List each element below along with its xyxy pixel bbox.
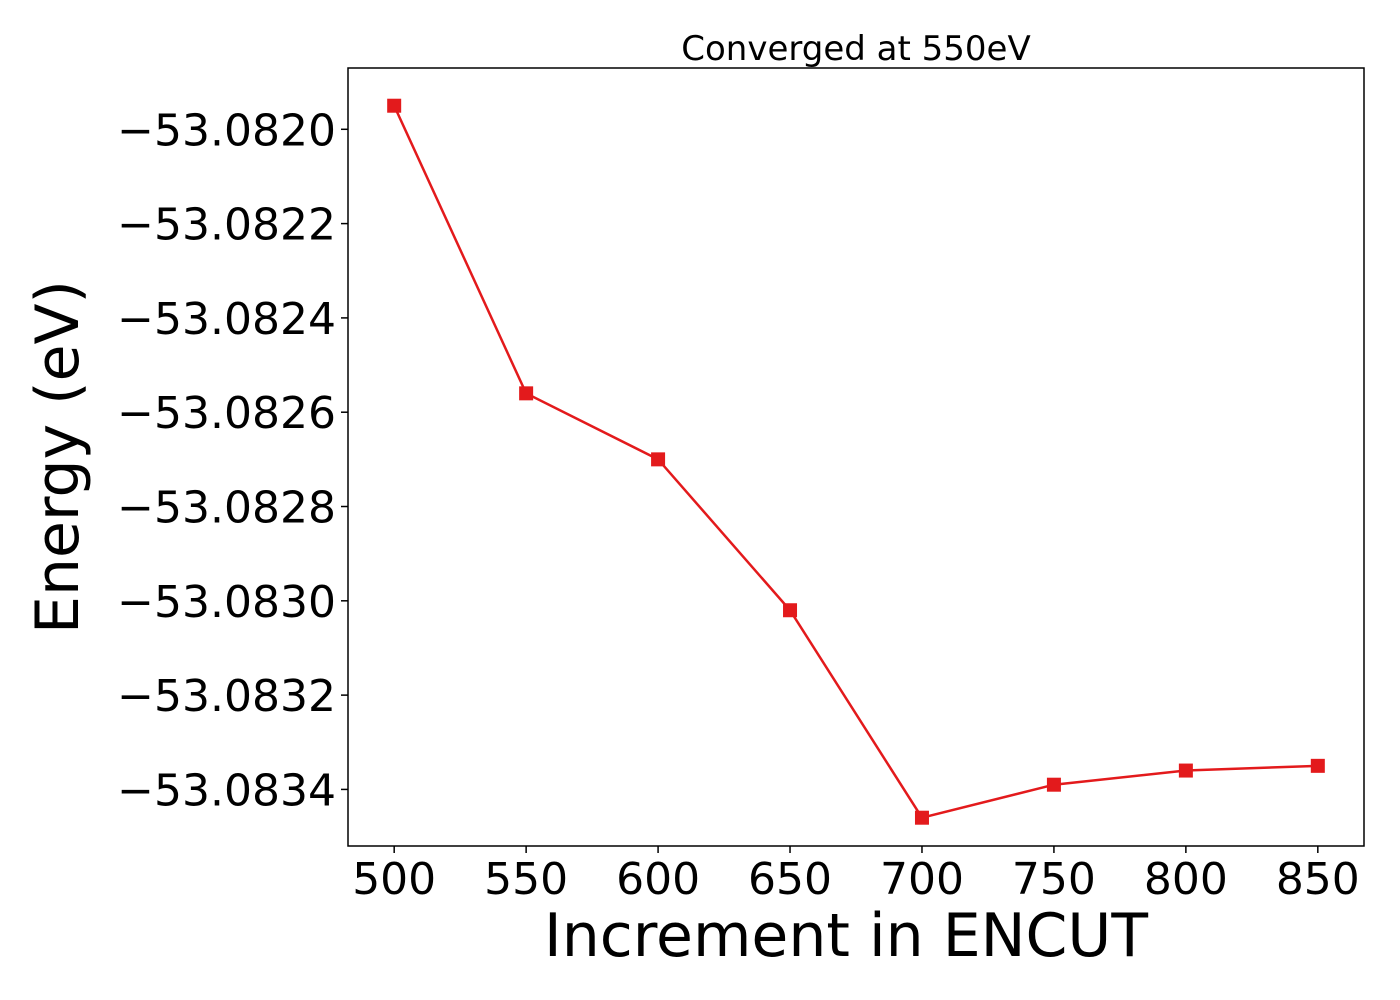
data-point-marker (1046, 777, 1061, 792)
data-point-marker (651, 452, 666, 467)
y-axis-label: Energy (eV) (23, 280, 93, 634)
data-point-marker (914, 810, 929, 825)
x-tick-label: 600 (616, 854, 700, 905)
plot-area (387, 98, 1325, 825)
y-tick-label: −53.0832 (117, 671, 336, 722)
x-tick-label: 750 (1012, 854, 1096, 905)
chart-title: Converged at 550eV (681, 29, 1030, 69)
y-tick-label: −53.0830 (117, 577, 336, 628)
x-tick-label: 700 (880, 854, 964, 905)
y-tick-label: −53.0820 (117, 105, 336, 156)
data-point-marker (519, 386, 534, 401)
data-point-marker (387, 98, 402, 113)
y-tick-label: −53.0824 (117, 294, 336, 345)
series-line (393, 105, 1318, 820)
y-tick-label: −53.0822 (117, 200, 336, 251)
data-point-marker (1178, 763, 1193, 778)
y-tick-label: −53.0826 (117, 388, 336, 439)
x-tick-label: 650 (748, 854, 832, 905)
x-tick-label: 800 (1144, 854, 1228, 905)
data-point-marker (783, 603, 798, 618)
y-axis-ticks: −53.0820 −53.0822 −53.0824 −53.0826 −53.0828… (117, 105, 348, 816)
x-tick-label: 550 (484, 854, 568, 905)
y-tick-label: −53.0828 (117, 483, 336, 534)
x-tick-label: 500 (352, 854, 436, 905)
x-axis-ticks: 500 550 600 650 700 750 800 850 (352, 846, 1360, 905)
axes-frame (347, 67, 1365, 847)
x-axis-label: Increment in ENCUT (544, 901, 1148, 971)
data-point-marker (1310, 758, 1325, 773)
x-tick-label: 850 (1276, 854, 1360, 905)
y-tick-label: −53.0834 (117, 765, 336, 816)
